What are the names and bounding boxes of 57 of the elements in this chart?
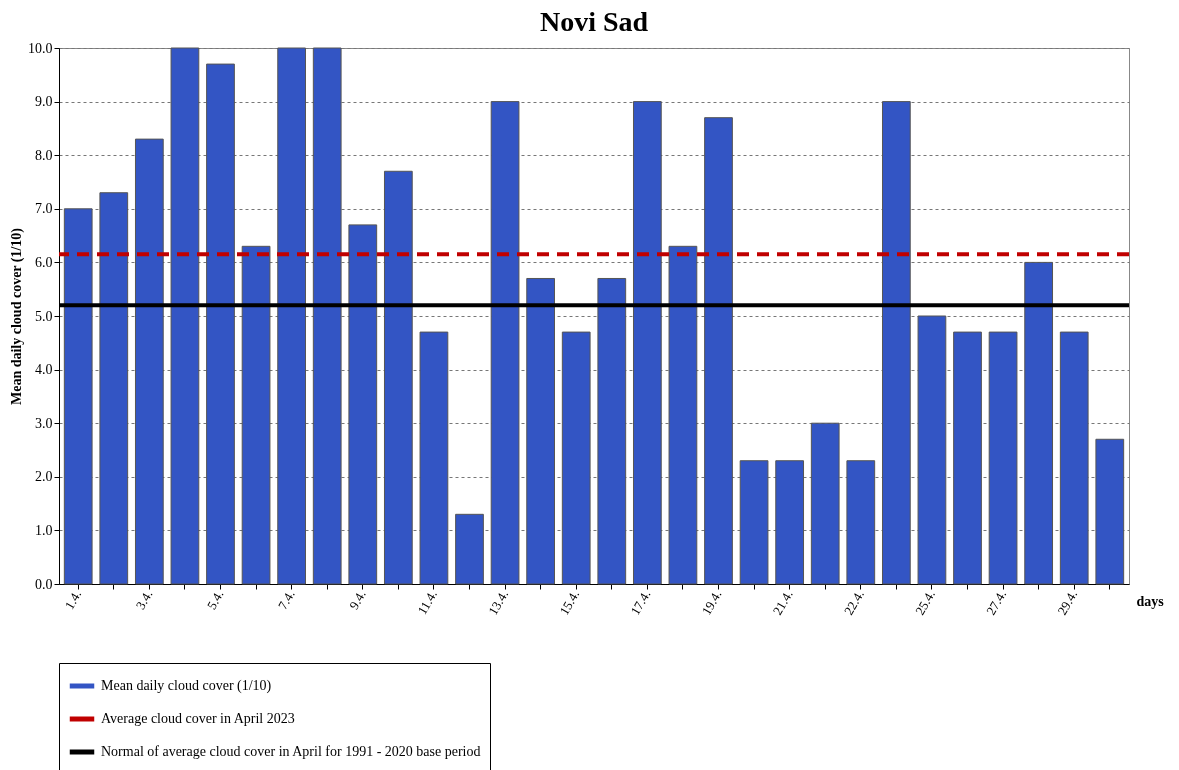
bar bbox=[1024, 261, 1054, 585]
bar bbox=[419, 331, 449, 585]
y-tick-label: 10.0 bbox=[28, 40, 53, 56]
y-tick-label: 9.0 bbox=[35, 94, 53, 110]
y-tick-label: 1.0 bbox=[35, 522, 53, 538]
x-tick-label: 13.4. bbox=[485, 587, 512, 618]
x-tick-label: 3.4. bbox=[132, 587, 156, 612]
bar bbox=[490, 101, 520, 585]
bar bbox=[63, 208, 93, 585]
x-tick-label: 1.4. bbox=[61, 587, 85, 612]
bar bbox=[526, 277, 556, 585]
x-tick-label: 11.4. bbox=[414, 587, 440, 618]
x-tick-label: 19.4. bbox=[698, 587, 725, 618]
bar bbox=[455, 513, 484, 585]
bar bbox=[561, 331, 591, 585]
y-tick-label: 4.0 bbox=[35, 362, 53, 378]
y-tick-label: 2.0 bbox=[35, 469, 53, 485]
bar bbox=[1095, 438, 1125, 585]
bar bbox=[170, 47, 200, 585]
x-tick-label: 15.4. bbox=[556, 587, 583, 618]
x-tick-label: 9.4. bbox=[346, 587, 369, 612]
bar bbox=[632, 101, 662, 585]
bar bbox=[881, 101, 911, 585]
bar bbox=[597, 277, 627, 585]
bar bbox=[846, 460, 876, 585]
x-tick-label: 5.4. bbox=[203, 587, 227, 612]
bar bbox=[348, 224, 378, 585]
y-tick-label: 8.0 bbox=[35, 147, 53, 163]
bar bbox=[1059, 331, 1089, 585]
y-tick-label: 0.0 bbox=[35, 576, 53, 592]
bar bbox=[704, 117, 733, 585]
bar bbox=[312, 47, 342, 585]
y-tick-label: 5.0 bbox=[35, 308, 53, 324]
bar bbox=[988, 331, 1018, 585]
bar bbox=[953, 331, 982, 585]
chart-title: Novi Sad bbox=[539, 6, 649, 37]
legend-label: Mean daily cloud cover (1/10) bbox=[101, 678, 272, 694]
bar bbox=[775, 460, 805, 585]
legend-label: Normal of average cloud cover in April for 1991 - 2020 base period bbox=[101, 744, 481, 759]
bar bbox=[739, 460, 769, 585]
bar bbox=[206, 63, 235, 585]
bar bbox=[99, 192, 129, 585]
bar bbox=[134, 138, 164, 585]
x-tick-label: 7.4. bbox=[274, 587, 298, 612]
bar bbox=[277, 47, 307, 585]
bar bbox=[668, 245, 698, 585]
bar bbox=[241, 245, 271, 585]
legend-label: Average cloud cover in April 2023 bbox=[101, 711, 295, 726]
bar bbox=[810, 422, 840, 585]
y-axis-title: Mean daily cloud cover (1/10) bbox=[9, 227, 25, 406]
y-tick-label: 3.0 bbox=[35, 415, 53, 431]
bar bbox=[383, 170, 413, 585]
bar bbox=[917, 315, 947, 585]
x-tick-label: 17.4. bbox=[627, 587, 654, 618]
y-tick-label: 6.0 bbox=[35, 254, 53, 270]
y-tick-label: 7.0 bbox=[35, 201, 53, 217]
x-axis-title: days bbox=[1136, 593, 1165, 609]
